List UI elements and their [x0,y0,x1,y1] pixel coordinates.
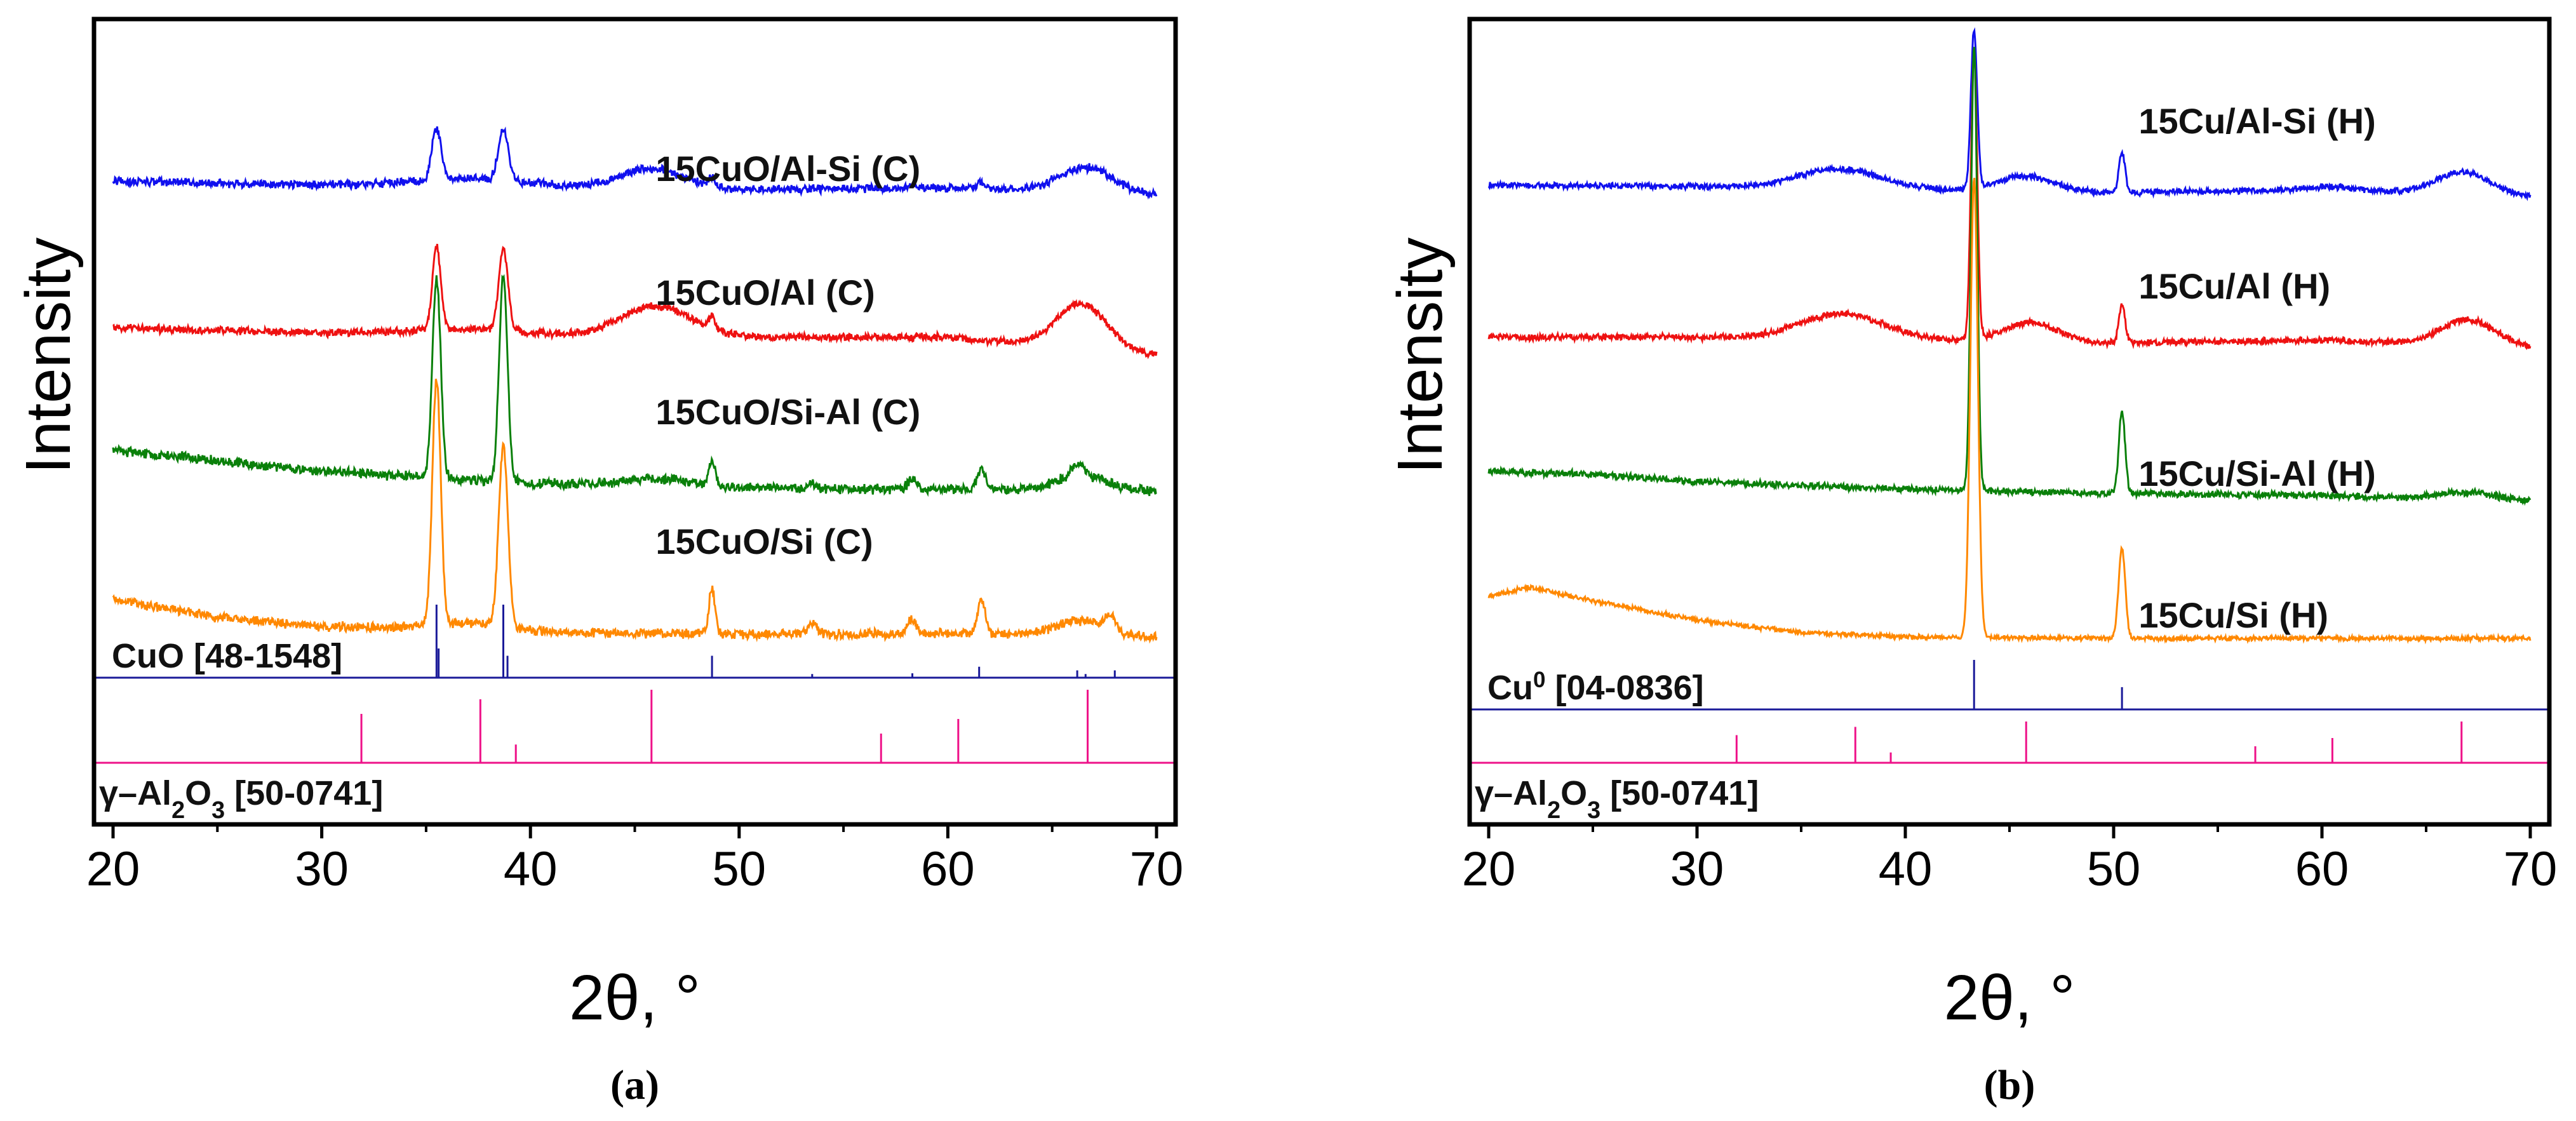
panel-caption: (b) [1984,1062,2036,1108]
series-label: 15Cu/Al (H) [2138,266,2330,306]
series-label: 15CuO/Si-Al (C) [655,392,920,432]
series-label: 15CuO/Al (C) [655,272,875,312]
reference-label: CuO [48-1548] [112,637,342,675]
panel-b: 15Cu/Al-Si (H) 15Cu/Al (H) 15Cu/Si-Al (H) 1… [1385,17,2558,1108]
x-tick-label: 50 [713,842,767,896]
y-axis-label: Intensity [1385,238,1456,474]
series-label: 15Cu/Al-Si (H) [2138,101,2375,141]
x-axis-label: 2θ, ° [569,962,701,1033]
x-tick-label: 60 [2295,842,2349,896]
series-label: 15Cu/Si-Al (H) [2138,453,2375,493]
x-tick-label: 20 [1462,842,1516,896]
x-tick-label: 40 [1879,842,1933,896]
x-tick-label: 70 [2504,842,2558,896]
x-tick-label: 60 [921,842,975,896]
x-tick-label: 20 [86,842,140,896]
x-tick-label: 50 [2087,842,2141,896]
reference-label: γ–Al2O3 [50-0741] [99,774,383,824]
x-tick-label: 30 [295,842,349,896]
panel-caption: (a) [610,1062,659,1108]
series-line-green [1487,46,2532,506]
series-line-blue [112,126,1158,200]
panel-a: 15CuO/Al-Si (C) 15CuO/Al (C) 15CuO/Si-Al (… [13,17,1184,1108]
reference-label: Cu0 [04-0836] [1487,668,1704,708]
series-label: 15Cu/Si (H) [2138,595,2328,635]
series-label: 15CuO/Si (C) [655,521,873,561]
x-axis-label: 2θ, ° [1944,962,2076,1033]
reference-label: γ–Al2O3 [50-0741] [1475,774,1759,824]
series-label: 15CuO/Al-Si (C) [655,149,920,189]
series-line-blue [1487,27,2532,201]
y-axis-label: Intensity [13,238,84,474]
series-line-red [112,243,1158,359]
series-line-green [112,274,1157,497]
x-tick-label: 30 [1670,842,1724,896]
series-line-red [1487,53,2532,351]
x-tick-label: 40 [504,842,558,896]
series-line-orange [112,379,1158,644]
x-tick-label: 70 [1130,842,1184,896]
series-line-orange [1487,177,2532,645]
plot-frame [91,17,1178,827]
